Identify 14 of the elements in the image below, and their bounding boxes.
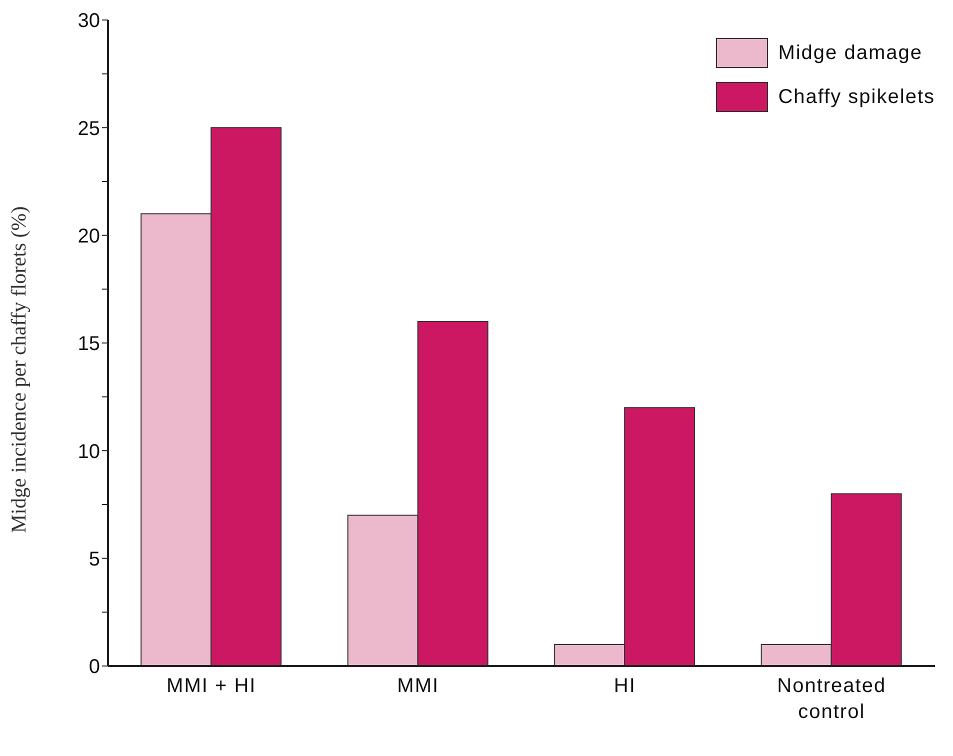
y-tick-label: 25 (78, 118, 100, 140)
x-tick-label: MMI + HI (166, 675, 256, 697)
legend-label: Chaffy spikelets (778, 86, 935, 108)
y-axis-title: Midge incidence per chaffy florets (%) (6, 206, 30, 533)
legend-label: Midge damage (778, 42, 922, 64)
y-tick-label: 0 (88, 656, 100, 678)
y-tick-label: 20 (78, 225, 100, 248)
x-tick-label: Nontreated control (777, 675, 886, 723)
y-tick-label: 30 (78, 10, 100, 32)
y-tick-label: 10 (78, 440, 100, 463)
x-tick-label: HI (614, 675, 636, 697)
y-tick-label: 5 (88, 548, 100, 570)
y-tick-label: 15 (78, 333, 100, 356)
x-tick-label: MMI (397, 675, 440, 697)
